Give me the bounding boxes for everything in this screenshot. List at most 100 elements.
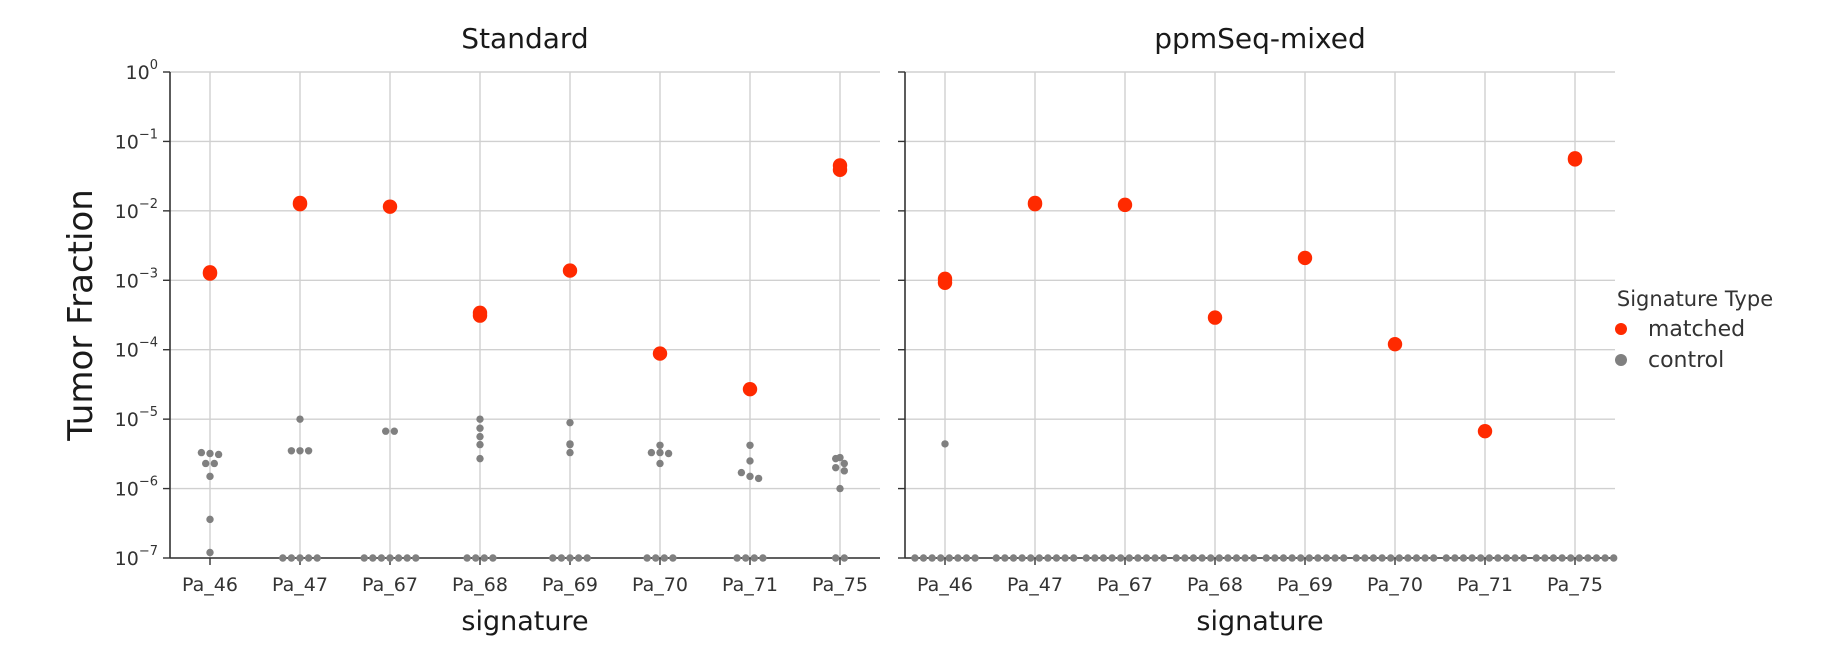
panel-ppmseq-mixed: Pa_46 Pa_47 Pa_67 Pa_68 Pa_69 Pa_70 Pa_71 Pa_75… — [898, 22, 1618, 637]
y-tick-label: 100 — [126, 58, 158, 84]
matched-point — [1027, 195, 1043, 211]
legend-label-matched: matched — [1648, 317, 1745, 342]
control-point — [652, 554, 660, 562]
control-point — [1520, 554, 1528, 562]
control-point — [1018, 554, 1026, 562]
control-point — [840, 459, 848, 468]
control-point — [1262, 554, 1271, 562]
matched-point — [937, 275, 953, 290]
control-point — [214, 450, 223, 459]
control-point — [583, 554, 591, 562]
control-point — [992, 554, 1000, 562]
control-point — [296, 415, 304, 423]
matched-point — [1207, 310, 1223, 325]
x-tick-label: Pa_75 — [812, 574, 868, 596]
control-point — [566, 418, 574, 427]
y-tick-exponent: −3 — [139, 266, 158, 281]
control-point — [1567, 554, 1575, 562]
control-point — [647, 448, 656, 457]
control-point — [1288, 554, 1296, 562]
x-tick-label: Pa_67 — [1097, 574, 1153, 596]
control-point — [1125, 554, 1134, 562]
control-point — [1142, 554, 1151, 562]
control-point — [1134, 554, 1142, 562]
control-point — [1207, 554, 1215, 562]
control-point — [287, 447, 296, 455]
control-point — [1279, 554, 1288, 562]
control-point — [832, 463, 840, 472]
control-point — [1151, 554, 1159, 562]
control-point — [1160, 554, 1168, 562]
control-point — [1108, 554, 1116, 562]
control-point — [1485, 554, 1494, 562]
legend-label-control: control — [1648, 348, 1724, 373]
x-tick-label: Pa_70 — [632, 574, 688, 596]
control-point — [1601, 554, 1609, 562]
control-point — [656, 441, 664, 450]
y-tick-base: 10 — [126, 62, 150, 84]
control-point — [1035, 554, 1044, 562]
control-point — [1468, 554, 1476, 562]
control-point — [1232, 554, 1241, 562]
control-point — [1189, 554, 1198, 562]
y-tick-exponent: −5 — [139, 405, 158, 420]
control-point — [476, 415, 484, 423]
control-point — [476, 424, 484, 432]
control-point — [954, 554, 962, 562]
matched-point — [382, 199, 398, 214]
control-point — [557, 554, 566, 562]
control-point — [962, 554, 971, 562]
legend: Signature Type matched control — [1615, 287, 1773, 373]
control-point — [1352, 554, 1361, 562]
y-tick-label: 10−7 — [115, 544, 158, 570]
control-point — [656, 448, 664, 457]
x-tick-label: Pa_69 — [542, 574, 598, 596]
control-point — [733, 554, 741, 562]
control-point — [1558, 554, 1566, 562]
y-tick-label: 10−2 — [115, 197, 158, 223]
y-tick-exponent: −7 — [139, 544, 158, 559]
control-point — [304, 447, 313, 455]
control-point — [1387, 554, 1395, 562]
control-point — [1549, 554, 1558, 562]
control-point — [1378, 554, 1386, 562]
control-point — [1369, 554, 1378, 562]
control-point — [1198, 554, 1206, 562]
control-point — [911, 554, 919, 562]
control-point — [549, 554, 557, 562]
control-point — [1532, 554, 1541, 562]
y-tick-base: 10 — [115, 270, 139, 292]
x-tick-label: Pa_68 — [452, 574, 508, 596]
x-tick-label: Pa_71 — [722, 574, 778, 596]
y-tick-label: 10−6 — [115, 475, 158, 501]
control-point — [476, 440, 484, 449]
control-point — [566, 554, 574, 562]
control-point — [919, 554, 928, 562]
control-point — [1314, 554, 1322, 562]
control-point — [1575, 554, 1584, 562]
y-tick-base: 10 — [115, 479, 139, 501]
matched-point — [562, 263, 578, 278]
x-tick-label: Pa_67 — [362, 574, 418, 596]
control-point — [202, 459, 210, 468]
control-point — [832, 454, 840, 463]
y-tick-label: 10−3 — [115, 266, 158, 292]
x-tick-label: Pa_68 — [1187, 574, 1243, 596]
control-point — [660, 554, 668, 562]
control-point — [1044, 554, 1052, 562]
control-point — [403, 554, 411, 562]
control-point — [566, 440, 574, 449]
control-point — [1297, 554, 1305, 562]
control-point — [210, 459, 218, 468]
control-point — [1451, 554, 1459, 562]
control-point — [206, 472, 214, 481]
control-point — [304, 554, 313, 562]
control-point — [669, 554, 677, 562]
panel-title: Standard — [461, 22, 588, 55]
control-point — [1511, 554, 1519, 562]
control-point — [382, 427, 390, 435]
x-axis-title: signature — [1196, 606, 1323, 637]
control-point — [206, 449, 214, 458]
y-axis-title: Tumor Fraction — [61, 189, 101, 442]
